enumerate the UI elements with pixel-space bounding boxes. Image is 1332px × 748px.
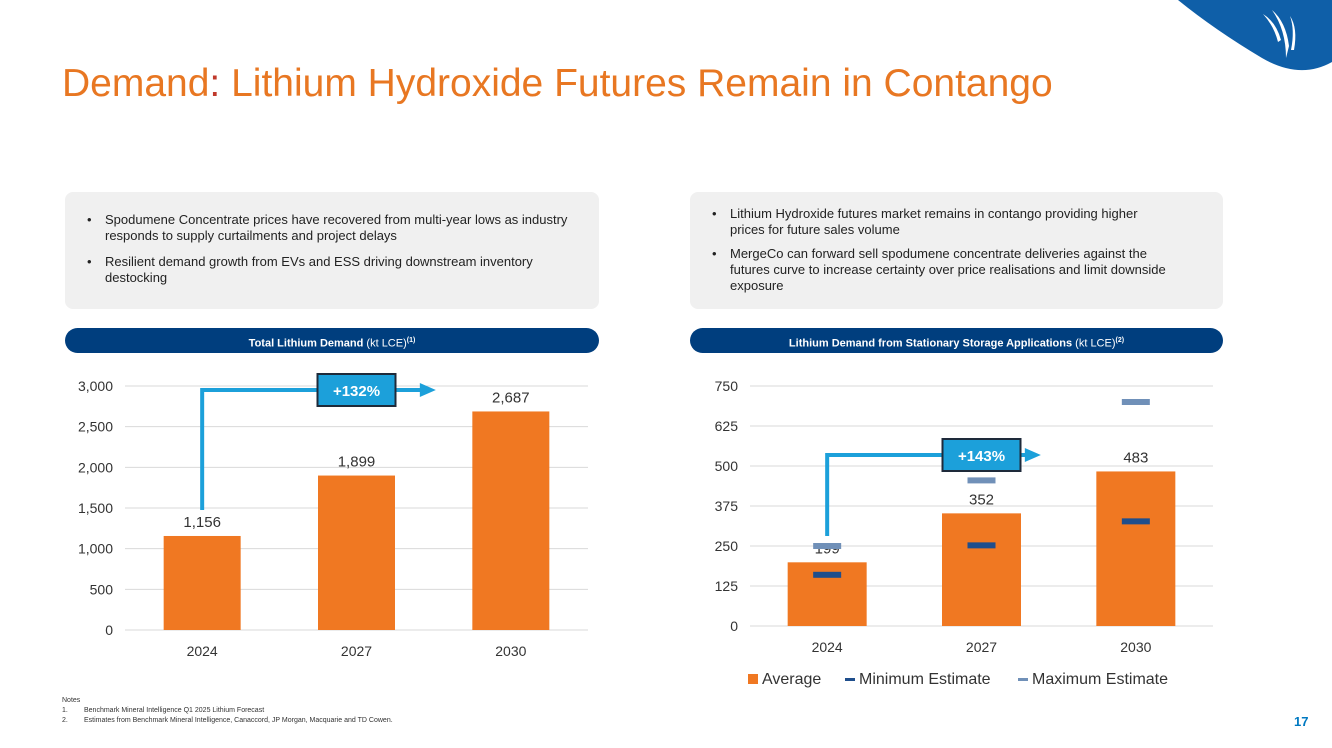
total-demand-chart-header: Total Lithium Demand (kt LCE)(1) [65,328,599,353]
legend-swatch-average [748,674,758,684]
left-bullet-2: Resilient demand growth from EVs and ESS… [85,254,577,286]
left-summary-panel: Spodumene Concentrate prices have recove… [65,192,599,309]
notes-heading: Notes [62,697,81,704]
data-label: 352 [969,491,994,508]
minimum-estimate-marker [813,571,842,578]
growth-label: +143% [958,448,1005,465]
legend-swatch-maximum [1018,678,1028,681]
legend-label-maximum: Maximum Estimate [1032,671,1168,688]
y-tick-label: 0 [105,622,113,638]
right-summary-panel: Lithium Hydroxide futures market remains… [690,192,1223,309]
bar-2024 [163,535,241,630]
x-tick-label: 2024 [812,639,843,655]
y-tick-label: 1,000 [78,541,113,557]
y-tick-label: 0 [730,618,738,634]
chart-legend: Average Minimum Estimate Maximum Estimate [748,671,1168,688]
y-tick-label: 500 [90,581,114,597]
x-tick-label: 2030 [1120,639,1151,655]
minimum-estimate-marker [1121,518,1150,525]
minimum-estimate-marker [967,542,996,549]
y-tick-label: 2,500 [78,419,113,435]
legend-label-average: Average [762,671,821,688]
y-tick-label: 250 [715,538,739,554]
data-label: 1,156 [183,514,221,531]
legend-label-minimum: Minimum Estimate [859,671,991,688]
y-tick-label: 3,000 [78,378,113,394]
right-bullet-2: MergeCo can forward sell spodumene conce… [710,246,1175,294]
y-tick-label: 375 [715,498,739,514]
x-tick-label: 2024 [187,643,218,659]
x-tick-label: 2027 [966,639,997,655]
growth-badge [318,375,395,405]
x-tick-label: 2027 [341,643,372,659]
right-bullet-1: Lithium Hydroxide futures market remains… [710,206,1175,238]
growth-arrowhead [419,383,436,397]
data-label: 1,899 [338,454,376,471]
bar-2027 [942,513,1021,626]
stationary-storage-demand-chart: 0125250375500625750199202435220274832030… [715,378,1213,688]
footnotes: Notes 1. Benchmark Mineral Intelligence Q… [62,696,393,726]
legend-swatch-minimum [845,678,855,681]
corner-brand-logo [1178,0,1332,71]
footnote-2: 2. Estimates from Benchmark Mineral Intel… [62,717,393,724]
data-label: 483 [1123,449,1148,466]
x-tick-label: 2030 [495,643,526,659]
page-number: 17 [1294,714,1309,729]
storage-demand-chart-header: Lithium Demand from Stationary Storage A… [690,328,1223,353]
y-tick-label: 625 [715,418,739,434]
y-tick-label: 750 [715,378,739,394]
left-bullet-1: Spodumene Concentrate prices have recove… [85,212,577,244]
bar-2027 [318,475,395,630]
data-label: 2,687 [492,389,530,406]
page-title: Demand: Lithium Hydroxide Futures Remain… [62,62,1053,105]
maximum-estimate-marker [1121,399,1150,405]
growth-badge [943,440,1020,470]
y-tick-label: 1,500 [78,500,113,516]
bar-2030 [472,411,550,630]
y-tick-label: 125 [715,578,739,594]
y-tick-label: 500 [715,458,739,474]
maximum-estimate-marker [813,543,842,549]
bar-2030 [1096,471,1176,626]
footnote-1: 1. Benchmark Mineral Intelligence Q1 2025… [62,707,265,714]
growth-label: +132% [333,383,380,400]
growth-arrowhead [1024,448,1041,462]
maximum-estimate-marker [967,477,996,484]
y-tick-label: 2,000 [78,459,113,475]
total-lithium-demand-chart: 0 500 1,000 1,500 2,000 2,500 3,000 1,156 2024 1,… [78,373,588,659]
